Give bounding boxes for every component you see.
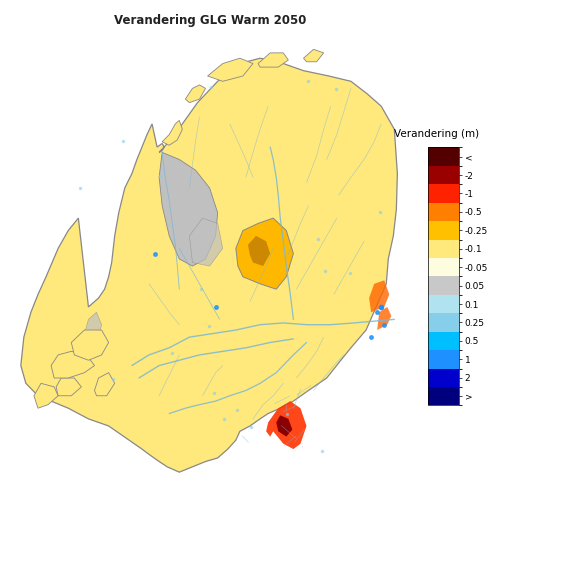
Polygon shape xyxy=(258,53,289,67)
Polygon shape xyxy=(236,218,293,289)
Polygon shape xyxy=(51,352,95,378)
Polygon shape xyxy=(84,312,101,342)
Polygon shape xyxy=(159,153,218,266)
Polygon shape xyxy=(377,307,391,330)
Polygon shape xyxy=(248,236,270,266)
Polygon shape xyxy=(369,280,390,312)
Polygon shape xyxy=(266,401,307,449)
Polygon shape xyxy=(208,58,253,81)
Polygon shape xyxy=(162,120,183,145)
Polygon shape xyxy=(71,330,109,360)
Polygon shape xyxy=(189,218,223,266)
Polygon shape xyxy=(34,383,58,408)
Polygon shape xyxy=(21,58,397,472)
Text: Verandering GLG Warm 2050: Verandering GLG Warm 2050 xyxy=(113,14,306,27)
Text: Verandering (m): Verandering (m) xyxy=(393,129,479,139)
Polygon shape xyxy=(56,378,82,396)
Polygon shape xyxy=(303,49,324,62)
Polygon shape xyxy=(95,373,115,396)
Polygon shape xyxy=(185,85,206,103)
Polygon shape xyxy=(276,415,293,437)
